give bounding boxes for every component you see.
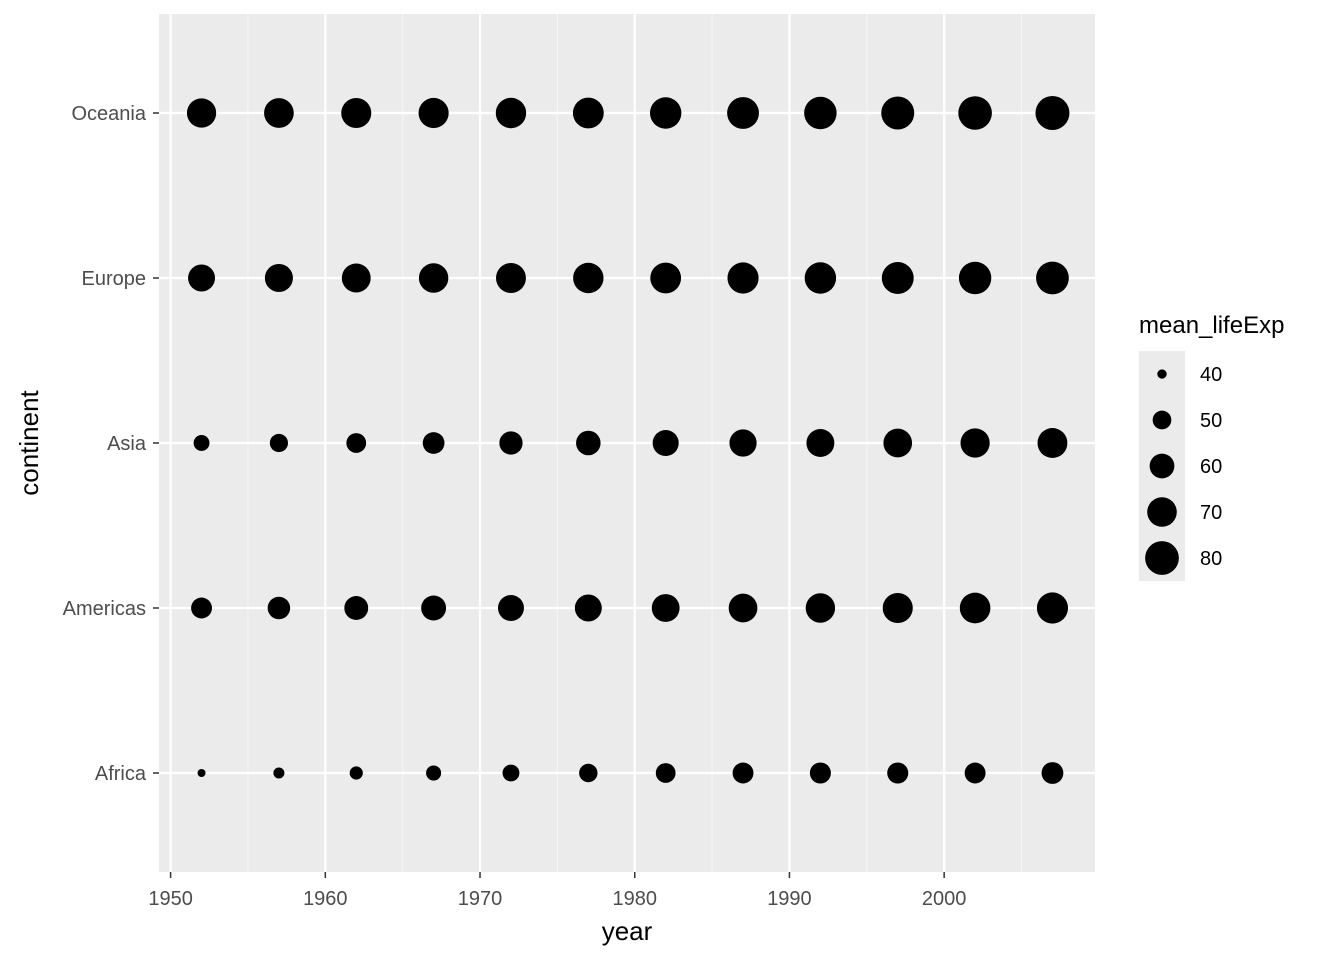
x-tick-label: 2000 [922, 888, 967, 910]
data-point [1036, 261, 1069, 295]
data-point [958, 96, 992, 130]
data-point [499, 431, 523, 455]
x-tick-label: 1980 [612, 888, 657, 910]
x-axis: 1950 1960 1970 1980 1990 2000 [148, 872, 966, 910]
y-axis-title: continent [14, 389, 44, 495]
grid-major [159, 14, 1095, 872]
data-point [421, 595, 447, 621]
data-point [649, 97, 682, 129]
data-point [426, 765, 442, 781]
data-point [650, 262, 682, 294]
legend-key [1157, 369, 1167, 379]
data-point [422, 432, 445, 454]
data-point [883, 428, 913, 458]
legend-label: 40 [1200, 364, 1222, 386]
data-point [264, 263, 293, 293]
data-point [804, 262, 837, 294]
data-point [502, 764, 520, 782]
data-point [806, 429, 835, 457]
y-tick-label: Africa [95, 763, 147, 785]
legend-label: 70 [1200, 502, 1222, 524]
data-point [1041, 762, 1064, 784]
data-point [349, 766, 363, 780]
data-point [267, 596, 291, 620]
y-tick-label: Oceania [72, 103, 147, 125]
x-axis-title: year [602, 916, 653, 946]
data-point [1036, 592, 1069, 624]
data-points [186, 96, 1070, 784]
data-point [188, 264, 216, 292]
data-point [1037, 428, 1068, 458]
data-point [346, 433, 367, 453]
x-tick-label: 1960 [303, 888, 348, 910]
data-point [727, 262, 759, 294]
data-point [273, 767, 285, 779]
data-point [964, 762, 986, 784]
data-point [809, 762, 831, 784]
data-point [418, 263, 449, 293]
data-point [882, 592, 913, 624]
data-point [573, 262, 604, 294]
data-point [344, 596, 369, 620]
data-point [191, 597, 212, 619]
x-tick-label: 1990 [767, 888, 812, 910]
data-point [193, 435, 210, 451]
data-point [264, 98, 294, 128]
legend-key [1145, 541, 1179, 575]
data-point [804, 96, 837, 130]
data-point [341, 97, 372, 129]
legend-key [1147, 497, 1177, 527]
y-tick-label: Europe [82, 268, 147, 290]
data-point [651, 594, 680, 622]
y-tick-label: Asia [107, 433, 147, 455]
data-point [652, 429, 679, 457]
data-point [418, 97, 449, 129]
data-point [805, 593, 836, 623]
data-point [341, 263, 371, 293]
legend-title: mean_lifeExp [1139, 312, 1284, 339]
data-point [887, 762, 909, 784]
data-point [1035, 96, 1070, 130]
y-tick-label: Americas [63, 598, 146, 620]
data-point [959, 592, 991, 624]
data-point [572, 97, 604, 129]
legend: mean_lifeExp 40 50 60 70 80 [1139, 312, 1284, 581]
legend-label: 50 [1200, 410, 1222, 432]
data-point [579, 763, 598, 783]
y-axis: Africa Americas Asia Europe Oceania [63, 103, 159, 785]
data-point [495, 97, 527, 129]
legend-key [1152, 410, 1172, 430]
data-point [186, 98, 217, 128]
data-point [269, 433, 289, 453]
data-point [960, 428, 990, 458]
legend-label: 80 [1200, 548, 1222, 570]
data-point [729, 429, 757, 457]
data-point [728, 593, 758, 623]
data-point [495, 263, 526, 293]
data-point [732, 762, 754, 784]
data-point [958, 261, 992, 295]
data-point [881, 262, 914, 294]
data-point [727, 97, 759, 129]
data-point [497, 595, 524, 621]
legend-label: 60 [1200, 456, 1222, 478]
x-tick-label: 1950 [148, 888, 193, 910]
data-point [576, 430, 601, 456]
data-point [655, 763, 676, 783]
data-point [881, 96, 915, 130]
data-point [574, 594, 602, 622]
x-tick-label: 1970 [458, 888, 503, 910]
legend-key [1149, 453, 1175, 479]
data-point [197, 769, 206, 777]
